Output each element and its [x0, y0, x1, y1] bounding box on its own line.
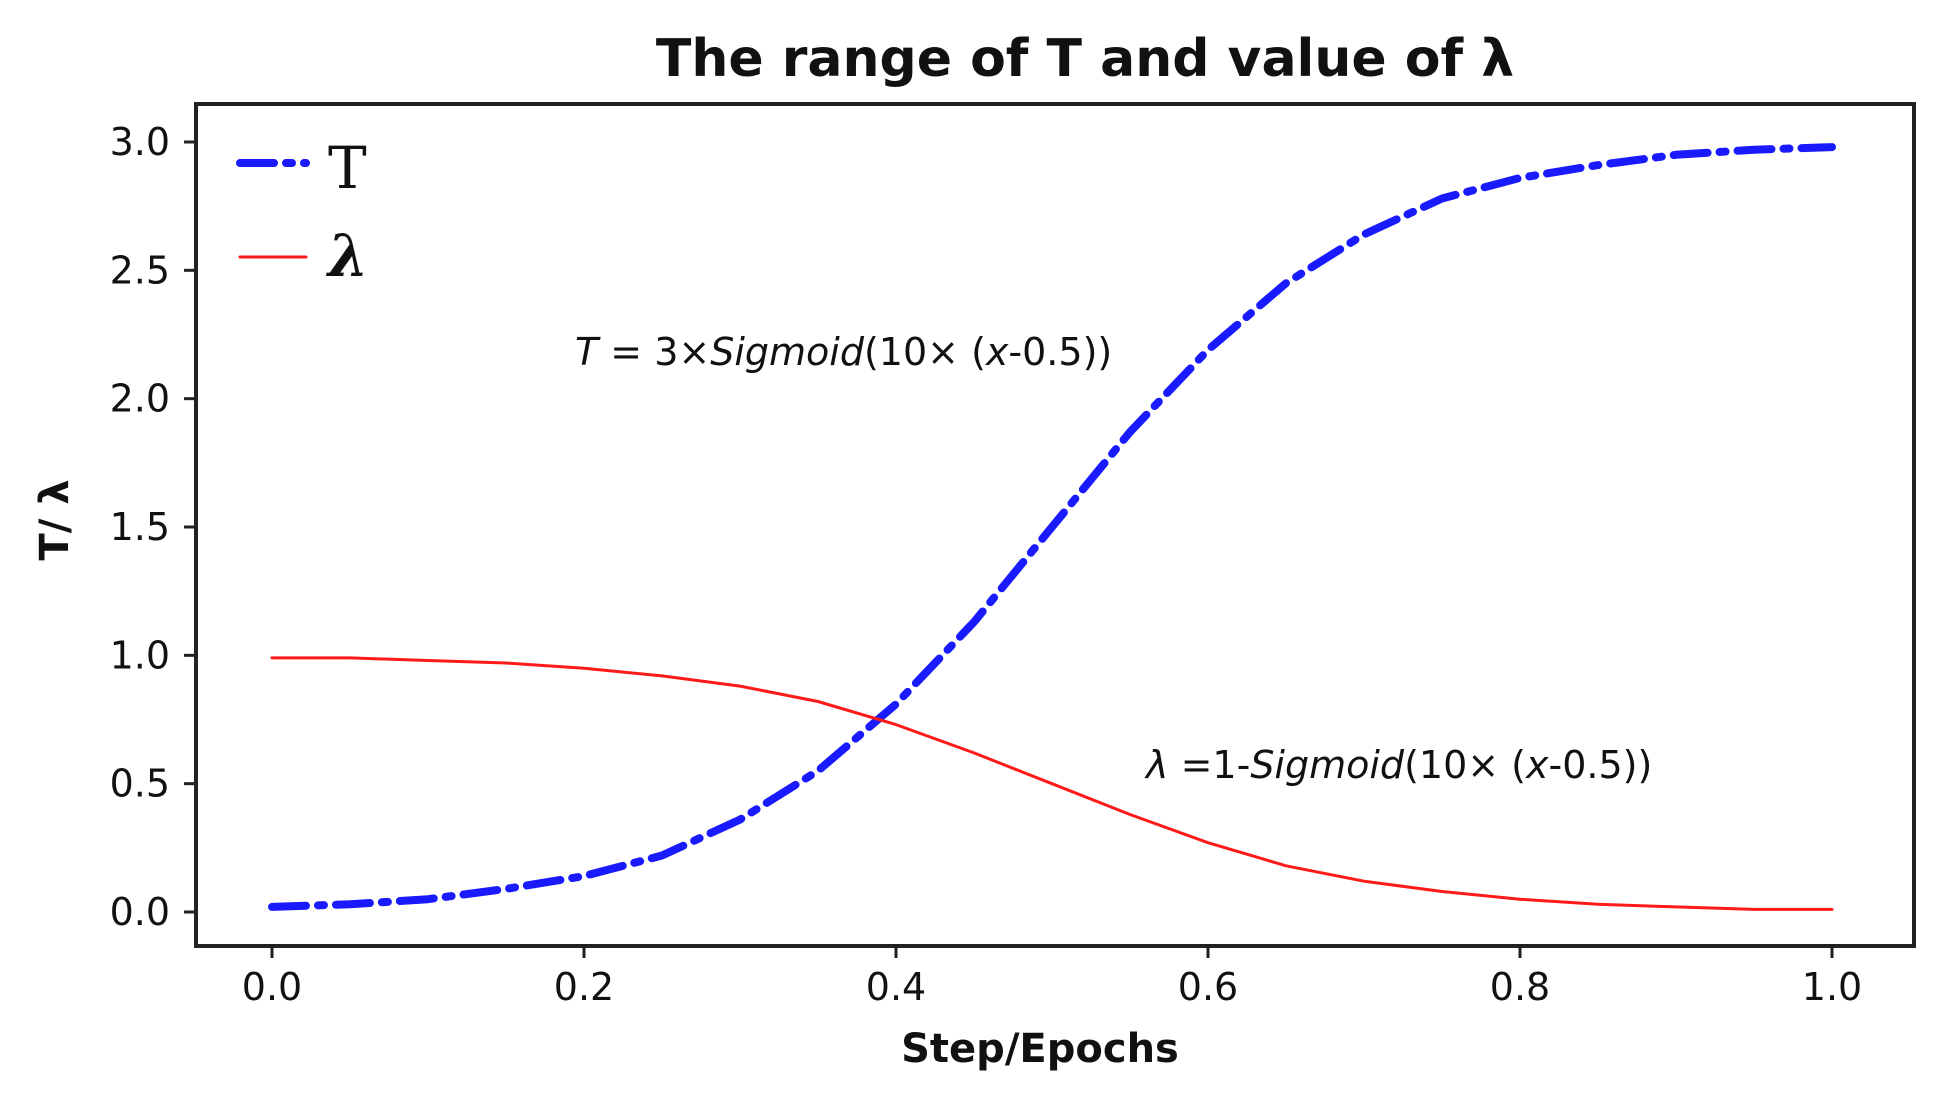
chart-title: The range of T and value of λ — [656, 29, 1514, 89]
x-tick-label: 1.0 — [1802, 965, 1862, 1009]
legend-label-lambda: λ — [325, 222, 369, 290]
series-line-lambda — [270, 656, 1834, 911]
x-axis-ticks: 0.0 0.2 0.4 0.6 0.8 1.0 — [242, 946, 1862, 1009]
y-axis-label: T/ λ — [32, 479, 78, 560]
y-tick-label: 3.0 — [110, 120, 170, 164]
legend: T λ — [236, 134, 369, 290]
y-axis-ticks: 0.0 0.5 1.0 1.5 2.0 2.5 3.0 — [110, 120, 196, 934]
y-tick-label: 0.5 — [110, 762, 170, 806]
y-tick-label: 0.0 — [110, 890, 170, 934]
y-tick-label: 1.5 — [110, 505, 170, 549]
y-tick-label: 2.5 — [110, 248, 170, 292]
series-layer — [268, 143, 1836, 911]
x-tick-label: 0.8 — [1490, 965, 1550, 1009]
plot-frame — [194, 102, 1916, 948]
annotation-t-formula: T = 3×Sigmoid(10× (x-0.5)) — [575, 330, 1112, 374]
legend-label-t: T — [328, 134, 367, 202]
x-tick-label: 0.4 — [866, 965, 926, 1009]
y-tick-label: 1.0 — [110, 633, 170, 677]
x-tick-label: 0.0 — [242, 965, 302, 1009]
x-tick-label: 0.6 — [1178, 965, 1238, 1009]
y-tick-label: 2.0 — [110, 377, 170, 421]
x-axis-label: Step/Epochs — [901, 1026, 1179, 1072]
x-tick-label: 0.2 — [554, 965, 614, 1009]
annotation-lambda-formula: λ =1-Sigmoid(10× (x-0.5)) — [1144, 743, 1652, 787]
series-line-t — [268, 143, 1836, 911]
